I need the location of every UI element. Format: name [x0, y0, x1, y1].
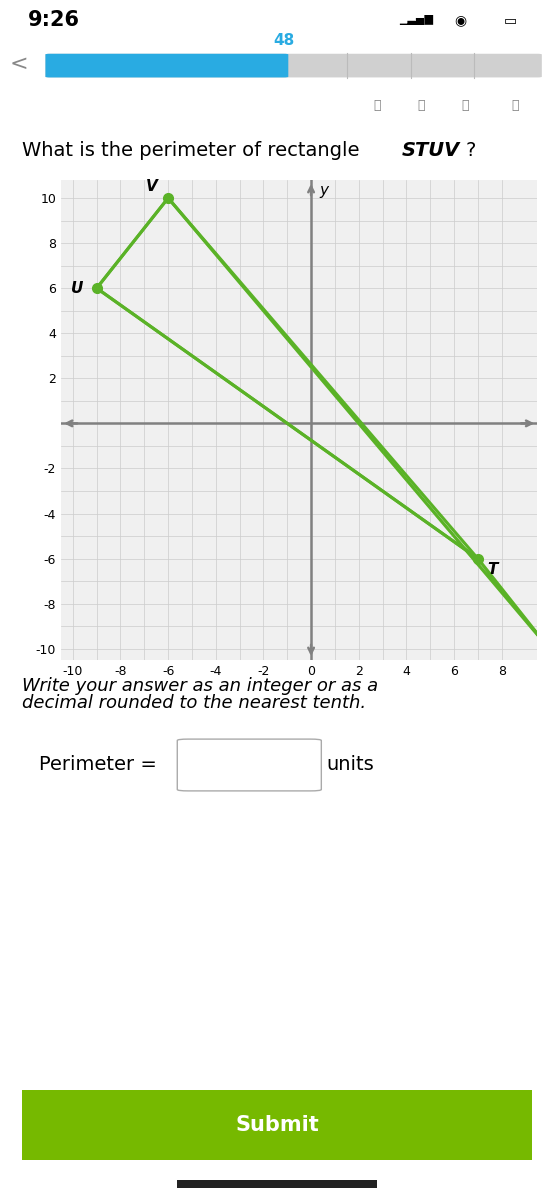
Text: ▭: ▭ — [504, 13, 517, 26]
Text: Submit: Submit — [235, 1115, 319, 1135]
Text: y: y — [320, 184, 329, 198]
Text: 🔖: 🔖 — [511, 100, 519, 112]
Text: What is the perimeter of rectangle: What is the perimeter of rectangle — [22, 140, 366, 160]
Text: U: U — [71, 281, 84, 295]
Text: 🔖: 🔖 — [417, 100, 425, 112]
Text: Write your answer as an integer or as a: Write your answer as an integer or as a — [22, 678, 378, 696]
FancyBboxPatch shape — [157, 1180, 397, 1189]
Text: 🔖: 🔖 — [373, 100, 381, 112]
Text: 🔖: 🔖 — [461, 100, 469, 112]
Text: ?: ? — [465, 140, 476, 160]
Text: ▁▃▅▇: ▁▃▅▇ — [399, 14, 433, 25]
FancyBboxPatch shape — [45, 54, 542, 78]
FancyBboxPatch shape — [7, 1088, 547, 1162]
Text: decimal rounded to the nearest tenth.: decimal rounded to the nearest tenth. — [22, 695, 366, 713]
Text: 48: 48 — [273, 32, 295, 48]
Text: ◉: ◉ — [454, 13, 466, 26]
FancyBboxPatch shape — [177, 739, 321, 791]
Text: T: T — [487, 563, 497, 577]
Text: <: < — [10, 54, 29, 74]
FancyBboxPatch shape — [45, 54, 288, 78]
Text: Perimeter =: Perimeter = — [39, 756, 163, 774]
Text: STUV: STUV — [402, 140, 460, 160]
Text: V: V — [146, 179, 157, 194]
Text: 9:26: 9:26 — [28, 10, 80, 30]
Text: units: units — [327, 756, 375, 774]
